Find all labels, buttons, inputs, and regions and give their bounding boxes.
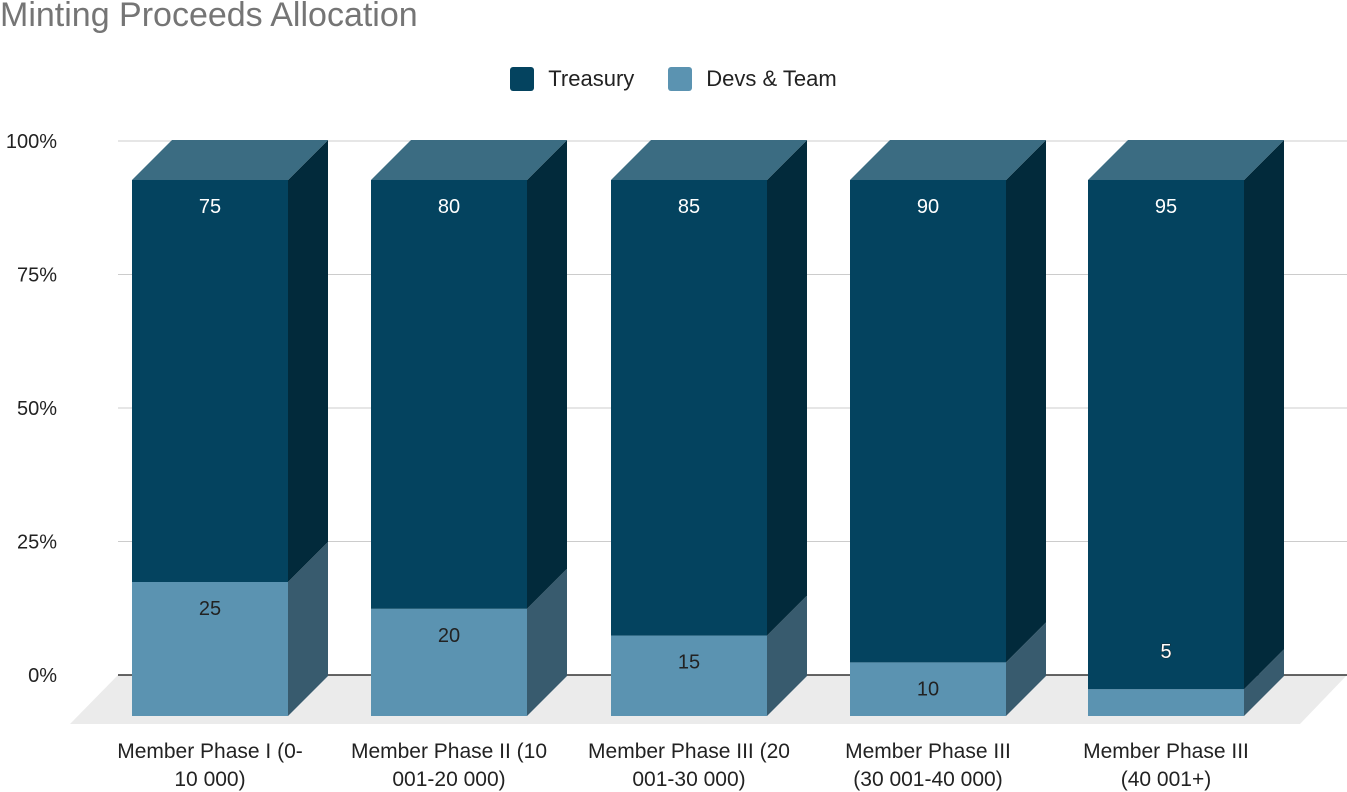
legend-item-devs-team[interactable]: Devs & Team — [668, 66, 837, 92]
y-tick-label: 100% — [6, 131, 57, 153]
legend: Treasury Devs & Team — [0, 66, 1347, 92]
bar-top-treasury — [1088, 140, 1284, 180]
x-tick-label: Member Phase II (10 — [351, 740, 547, 763]
bar-treasury — [850, 180, 1006, 663]
y-tick-label: 0% — [28, 665, 57, 687]
bar-side-treasury — [1006, 140, 1046, 663]
x-tick-label: (30 001-40 000) — [853, 768, 1002, 791]
bar-top-treasury — [371, 140, 567, 180]
data-label-devs-team: 10 — [917, 678, 939, 700]
chart-title: Minting Proceeds Allocation — [0, 0, 418, 34]
bar-side-devs-team — [1244, 649, 1284, 716]
bar-treasury — [132, 180, 288, 582]
data-label-treasury: 75 — [199, 196, 221, 218]
data-label-treasury: 90 — [917, 196, 939, 218]
data-label-treasury: 80 — [438, 196, 460, 218]
legend-swatch-treasury — [510, 67, 535, 91]
bar-side-treasury — [767, 140, 807, 636]
bar-top-treasury — [132, 140, 328, 180]
data-label-devs-team: 5 — [1160, 641, 1171, 663]
bar-top-treasury — [850, 140, 1046, 180]
bar-devs-team — [371, 608, 527, 716]
bar-devs-team — [1088, 689, 1244, 716]
bar-side-devs-team — [767, 595, 807, 716]
data-label-devs-team: 20 — [438, 625, 460, 647]
bar-top-treasury — [611, 140, 807, 180]
x-tick-label: 001-30 000) — [632, 768, 745, 791]
legend-swatch-devs-team — [668, 67, 693, 91]
x-tick-label: 001-20 000) — [392, 768, 505, 791]
data-label-devs-team: 15 — [678, 652, 700, 674]
bar-devs-team — [850, 662, 1006, 716]
y-tick-label: 25% — [17, 532, 57, 554]
bar-treasury — [371, 180, 527, 609]
y-tick-label: 75% — [17, 265, 57, 287]
data-label-treasury: 95 — [1155, 196, 1177, 218]
bar-side-devs-team — [288, 542, 328, 716]
x-tick-label: 10 000) — [174, 768, 245, 791]
x-tick-label: Member Phase III — [1083, 740, 1249, 763]
x-tick-label: Member Phase I (0- — [117, 740, 303, 763]
bar-side-treasury — [288, 140, 328, 582]
bar-side-treasury — [1244, 140, 1284, 690]
x-tick-label: Member Phase III (20 — [588, 740, 790, 763]
legend-label-treasury: Treasury — [548, 66, 635, 91]
bar-side-treasury — [527, 140, 567, 609]
x-tick-label: Member Phase III — [845, 740, 1011, 763]
bar-devs-team — [132, 582, 288, 716]
data-label-treasury: 85 — [678, 196, 700, 218]
bar-devs-team — [611, 635, 767, 716]
legend-item-treasury[interactable]: Treasury — [510, 66, 634, 92]
x-tick-label: (40 001+) — [1121, 768, 1211, 791]
bar-treasury — [611, 180, 767, 636]
legend-label-devs-team: Devs & Team — [706, 66, 837, 91]
bar-side-devs-team — [527, 568, 567, 716]
bar-side-devs-team — [1006, 622, 1046, 716]
y-tick-label: 50% — [17, 398, 57, 420]
data-label-devs-team: 25 — [199, 598, 221, 620]
bar-treasury — [1088, 180, 1244, 690]
